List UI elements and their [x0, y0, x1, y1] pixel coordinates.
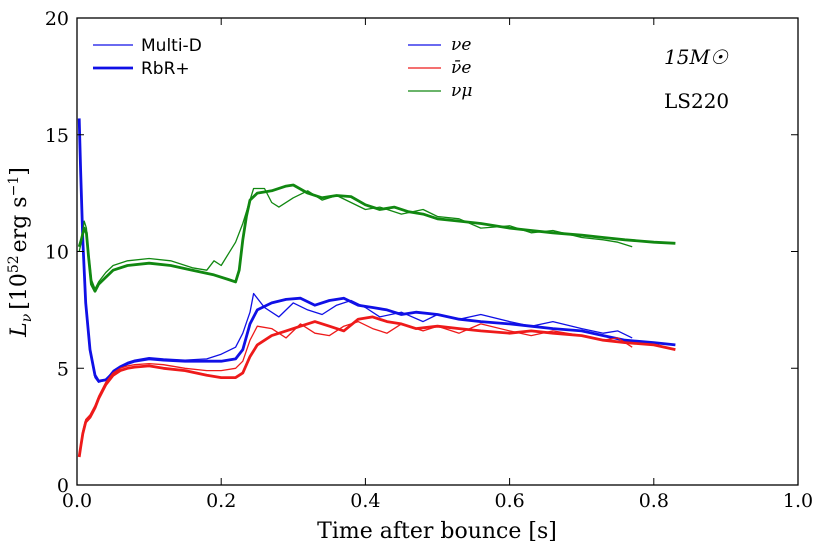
- series-line-nubar_e-rbr: [77, 315, 676, 458]
- legend-label-numu: νμ: [451, 81, 472, 101]
- y-axis-label: Lν[1052erg s−1]: [6, 167, 35, 338]
- series-line-nu_mu-multid: [78, 187, 633, 290]
- series-layer: [77, 118, 676, 458]
- legend-label-multid: Multi-D: [141, 36, 202, 56]
- y-tick-label: 15: [45, 125, 69, 147]
- series-line-nu_e-rbr: [77, 118, 676, 383]
- eos-annotation: LS220: [664, 89, 729, 113]
- x-axis-label: Time after bounce [s]: [317, 519, 557, 544]
- y-tick-label: 10: [45, 242, 69, 264]
- mass-annotation: 15M☉: [664, 45, 729, 69]
- y-tick-label: 0: [57, 475, 69, 497]
- x-tick-label: 0.6: [494, 490, 524, 512]
- series-line-nu_e-multid: [78, 123, 633, 383]
- y-tick-label: 20: [45, 8, 69, 30]
- y-tick-label: 5: [57, 358, 69, 380]
- x-tick-label: 0.2: [206, 490, 236, 512]
- x-tick-label: 0.8: [639, 490, 669, 512]
- legend-label-rbr: RbR+: [141, 59, 190, 79]
- x-tick-label: 1.0: [783, 490, 813, 512]
- ticks-layer: 0.0 0.2 0.4 0.6 0.8 1.0 0 5 10 15 20: [45, 8, 813, 512]
- x-tick-label: 0.0: [62, 490, 92, 512]
- legend-method: Multi-D RbR+: [93, 36, 202, 79]
- legend-species: νe ν̄e νμ: [408, 35, 472, 101]
- legend-label-nubare: ν̄e: [451, 58, 471, 78]
- series-line-nubar_e-multid: [78, 320, 633, 455]
- x-tick-label: 0.4: [350, 490, 380, 512]
- legend-label-nue: νe: [451, 35, 471, 55]
